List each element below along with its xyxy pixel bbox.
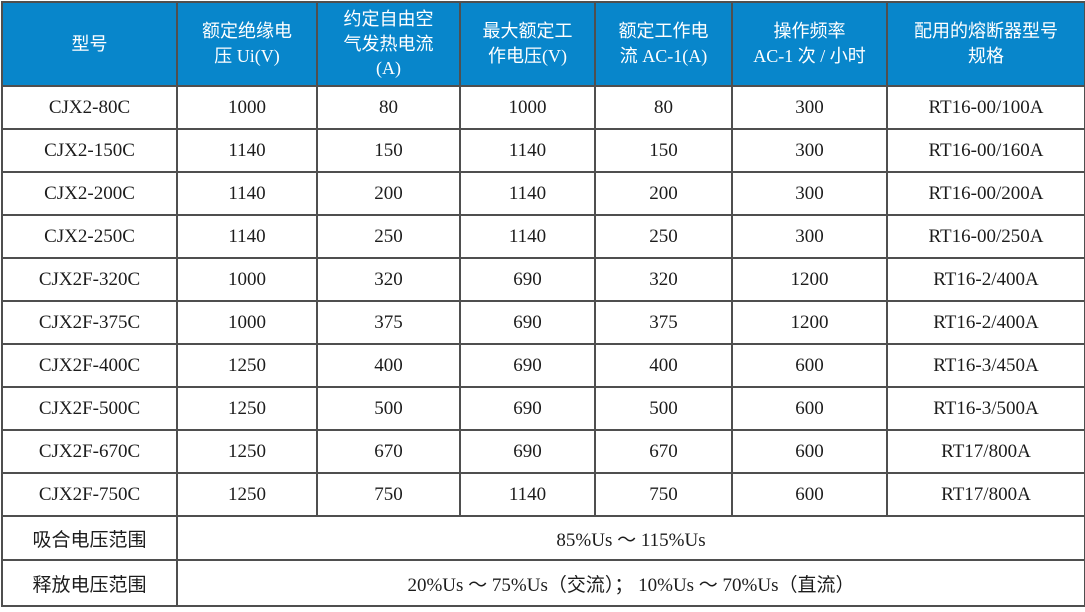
insulation-voltage-cell: 1000 (176, 257, 318, 302)
max-voltage-cell: 690 (459, 300, 596, 345)
pickup-voltage-label: 吸合电压范围 (1, 515, 178, 561)
working-current-cell: 500 (594, 386, 733, 431)
table-row: CJX2-150C 1140 150 1140 150 300 RT16-00/… (1, 128, 1085, 173)
table-body: CJX2-80C 1000 80 1000 80 300 RT16-00/100… (1, 85, 1085, 607)
column-header-max-rated-working-voltage: 最大额定工 作电压(V) (459, 1, 596, 87)
column-header-operating-frequency: 操作频率 AC-1 次 / 小时 (731, 1, 888, 87)
table-row: CJX2F-750C 1250 750 1140 750 600 RT17/80… (1, 472, 1085, 517)
table-row: CJX2F-320C 1000 320 690 320 1200 RT16-2/… (1, 257, 1085, 302)
model-cell: CJX2F-375C (1, 300, 178, 345)
frequency-cell: 1200 (731, 257, 888, 302)
table-row: CJX2F-500C 1250 500 690 500 600 RT16-3/5… (1, 386, 1085, 431)
working-current-cell: 80 (594, 85, 733, 130)
max-voltage-cell: 1000 (459, 85, 596, 130)
table-header: 型号 额定绝缘电 压 Ui(V) 约定自由空 气发热电流 (A) 最大额定工 作… (1, 1, 1085, 87)
fuse-cell: RT16-00/200A (886, 171, 1085, 216)
column-header-rated-insulation-voltage: 额定绝缘电 压 Ui(V) (176, 1, 318, 87)
thermal-current-cell: 375 (316, 300, 461, 345)
column-header-conventional-thermal-current: 约定自由空 气发热电流 (A) (316, 1, 461, 87)
thermal-current-cell: 750 (316, 472, 461, 517)
frequency-cell: 1200 (731, 300, 888, 345)
thermal-current-cell: 80 (316, 85, 461, 130)
insulation-voltage-cell: 1140 (176, 128, 318, 173)
max-voltage-cell: 690 (459, 257, 596, 302)
table-row: CJX2-80C 1000 80 1000 80 300 RT16-00/100… (1, 85, 1085, 130)
insulation-voltage-cell: 1250 (176, 386, 318, 431)
max-voltage-cell: 690 (459, 429, 596, 474)
model-cell: CJX2F-670C (1, 429, 178, 474)
release-voltage-row: 释放电压范围 20%Us ～ 75%Us（交流）； 10%Us ～ 70%Us（… (1, 559, 1085, 607)
working-current-cell: 375 (594, 300, 733, 345)
max-voltage-cell: 1140 (459, 171, 596, 216)
frequency-cell: 600 (731, 472, 888, 517)
fuse-cell: RT17/800A (886, 472, 1085, 517)
thermal-current-cell: 250 (316, 214, 461, 259)
release-voltage-value: 20%Us ～ 75%Us（交流）； 10%Us ～ 70%Us（直流） (176, 559, 1085, 607)
header-row: 型号 额定绝缘电 压 Ui(V) 约定自由空 气发热电流 (A) 最大额定工 作… (1, 1, 1085, 87)
max-voltage-cell: 1140 (459, 128, 596, 173)
working-current-cell: 200 (594, 171, 733, 216)
pickup-voltage-value: 85%Us ～ 115%Us (176, 515, 1085, 561)
model-cell: CJX2-80C (1, 85, 178, 130)
max-voltage-cell: 690 (459, 386, 596, 431)
thermal-current-cell: 150 (316, 128, 461, 173)
release-voltage-label: 释放电压范围 (1, 559, 178, 607)
working-current-cell: 750 (594, 472, 733, 517)
insulation-voltage-cell: 1000 (176, 300, 318, 345)
fuse-cell: RT16-00/250A (886, 214, 1085, 259)
fuse-cell: RT16-00/160A (886, 128, 1085, 173)
fuse-cell: RT16-2/400A (886, 300, 1085, 345)
thermal-current-cell: 670 (316, 429, 461, 474)
column-header-matching-fuse: 配用的熔断器型号 规格 (886, 1, 1085, 87)
insulation-voltage-cell: 1250 (176, 472, 318, 517)
working-current-cell: 320 (594, 257, 733, 302)
max-voltage-cell: 690 (459, 343, 596, 388)
column-header-model: 型号 (1, 1, 178, 87)
table-row: CJX2F-400C 1250 400 690 400 600 RT16-3/4… (1, 343, 1085, 388)
working-current-cell: 150 (594, 128, 733, 173)
table-row: CJX2-200C 1140 200 1140 200 300 RT16-00/… (1, 171, 1085, 216)
model-cell: CJX2F-750C (1, 472, 178, 517)
fuse-cell: RT17/800A (886, 429, 1085, 474)
fuse-cell: RT16-3/500A (886, 386, 1085, 431)
frequency-cell: 300 (731, 128, 888, 173)
table-row: CJX2-250C 1140 250 1140 250 300 RT16-00/… (1, 214, 1085, 259)
insulation-voltage-cell: 1000 (176, 85, 318, 130)
insulation-voltage-cell: 1140 (176, 214, 318, 259)
model-cell: CJX2F-400C (1, 343, 178, 388)
thermal-current-cell: 500 (316, 386, 461, 431)
thermal-current-cell: 320 (316, 257, 461, 302)
working-current-cell: 670 (594, 429, 733, 474)
thermal-current-cell: 200 (316, 171, 461, 216)
frequency-cell: 300 (731, 171, 888, 216)
table-row: CJX2F-375C 1000 375 690 375 1200 RT16-2/… (1, 300, 1085, 345)
column-header-rated-working-current: 额定工作电 流 AC-1(A) (594, 1, 733, 87)
thermal-current-cell: 400 (316, 343, 461, 388)
fuse-cell: RT16-3/450A (886, 343, 1085, 388)
insulation-voltage-cell: 1140 (176, 171, 318, 216)
fuse-cell: RT16-00/100A (886, 85, 1085, 130)
model-cell: CJX2-250C (1, 214, 178, 259)
frequency-cell: 300 (731, 214, 888, 259)
pickup-voltage-row: 吸合电压范围 85%Us ～ 115%Us (1, 515, 1085, 561)
frequency-cell: 300 (731, 85, 888, 130)
model-cell: CJX2-150C (1, 128, 178, 173)
max-voltage-cell: 1140 (459, 214, 596, 259)
working-current-cell: 400 (594, 343, 733, 388)
model-cell: CJX2F-500C (1, 386, 178, 431)
frequency-cell: 600 (731, 343, 888, 388)
frequency-cell: 600 (731, 429, 888, 474)
max-voltage-cell: 1140 (459, 472, 596, 517)
insulation-voltage-cell: 1250 (176, 429, 318, 474)
working-current-cell: 250 (594, 214, 733, 259)
table-row: CJX2F-670C 1250 670 690 670 600 RT17/800… (1, 429, 1085, 474)
frequency-cell: 600 (731, 386, 888, 431)
model-cell: CJX2-200C (1, 171, 178, 216)
fuse-cell: RT16-2/400A (886, 257, 1085, 302)
insulation-voltage-cell: 1250 (176, 343, 318, 388)
model-cell: CJX2F-320C (1, 257, 178, 302)
